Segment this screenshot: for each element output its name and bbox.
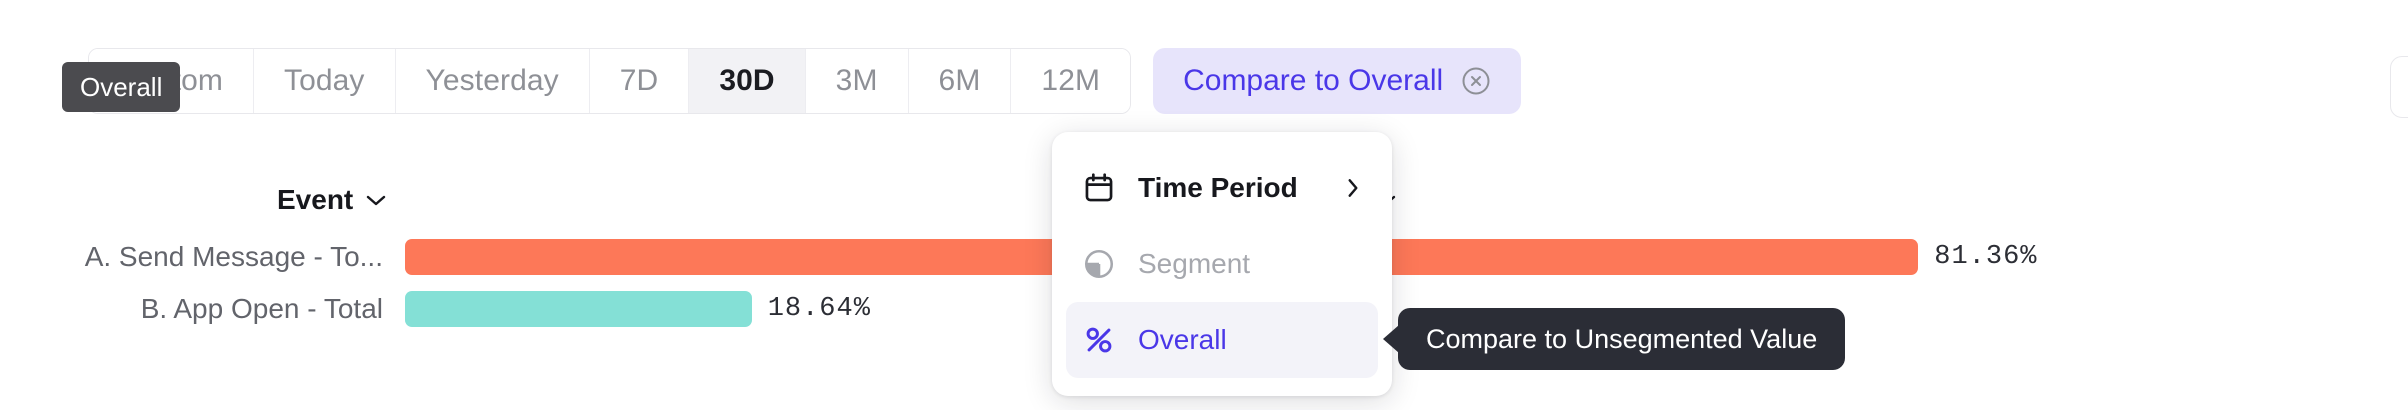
range-button-today[interactable]: Today — [253, 49, 396, 113]
range-button-3m[interactable]: 3M — [805, 49, 909, 113]
menu-item-overall[interactable]: Overall — [1066, 302, 1378, 378]
circle-x-icon[interactable] — [1461, 66, 1491, 96]
bar-b[interactable] — [405, 291, 752, 327]
menu-item-overall-label: Overall — [1138, 324, 1227, 355]
chevron-down-icon — [367, 195, 386, 206]
tooltip-compare-to-unsegmented-value: Compare to Unsegmented Value — [1398, 308, 1846, 370]
column-header-event-label: Event — [277, 184, 354, 215]
range-button-30d[interactable]: 30D — [689, 49, 806, 113]
chevron-right-icon — [1348, 179, 1358, 197]
menu-item-time-period[interactable]: Time Period — [1066, 150, 1378, 226]
compare-to-overall-chip[interactable]: Compare to Overall — [1153, 48, 1522, 114]
menu-item-segment[interactable]: Segment — [1066, 226, 1378, 302]
range-button-6m[interactable]: 6M — [908, 49, 1012, 113]
menu-item-segment-label: Segment — [1138, 248, 1251, 279]
bar-value-a: 81.36% — [1934, 242, 2038, 272]
date-range-segmented-control: Custom Today Yesterday 7D 30D 3M 6M 12M — [88, 48, 1132, 114]
menu-item-time-period-label: Time Period — [1138, 172, 1298, 203]
compare-chip-label: Compare to Overall — [1183, 64, 1444, 97]
offscreen-right-control[interactable] — [2390, 56, 2408, 118]
range-button-12m[interactable]: 12M — [1011, 49, 1131, 113]
percent-icon — [1086, 327, 1112, 353]
tooltip-overall: Overall — [62, 62, 181, 112]
compare-dropdown-menu: Time Period Segment Overall — [1052, 132, 1392, 396]
range-button-7d[interactable]: 7D — [589, 49, 690, 113]
range-button-yesterday[interactable]: Yesterday — [395, 49, 590, 113]
pie-segment-icon — [1084, 249, 1114, 279]
bar-label-b: B. App Open - Total — [140, 293, 383, 324]
date-range-toolbar: Custom Today Yesterday 7D 30D 3M 6M 12M … — [88, 48, 1522, 114]
bar-value-b: 18.64% — [767, 294, 871, 324]
bar-label-a: A. Send Message - To... — [84, 241, 383, 272]
column-header-event[interactable]: Event — [277, 184, 387, 216]
calendar-icon — [1085, 173, 1113, 202]
table-row: B. App Open - Total 18.64% — [0, 287, 2408, 331]
